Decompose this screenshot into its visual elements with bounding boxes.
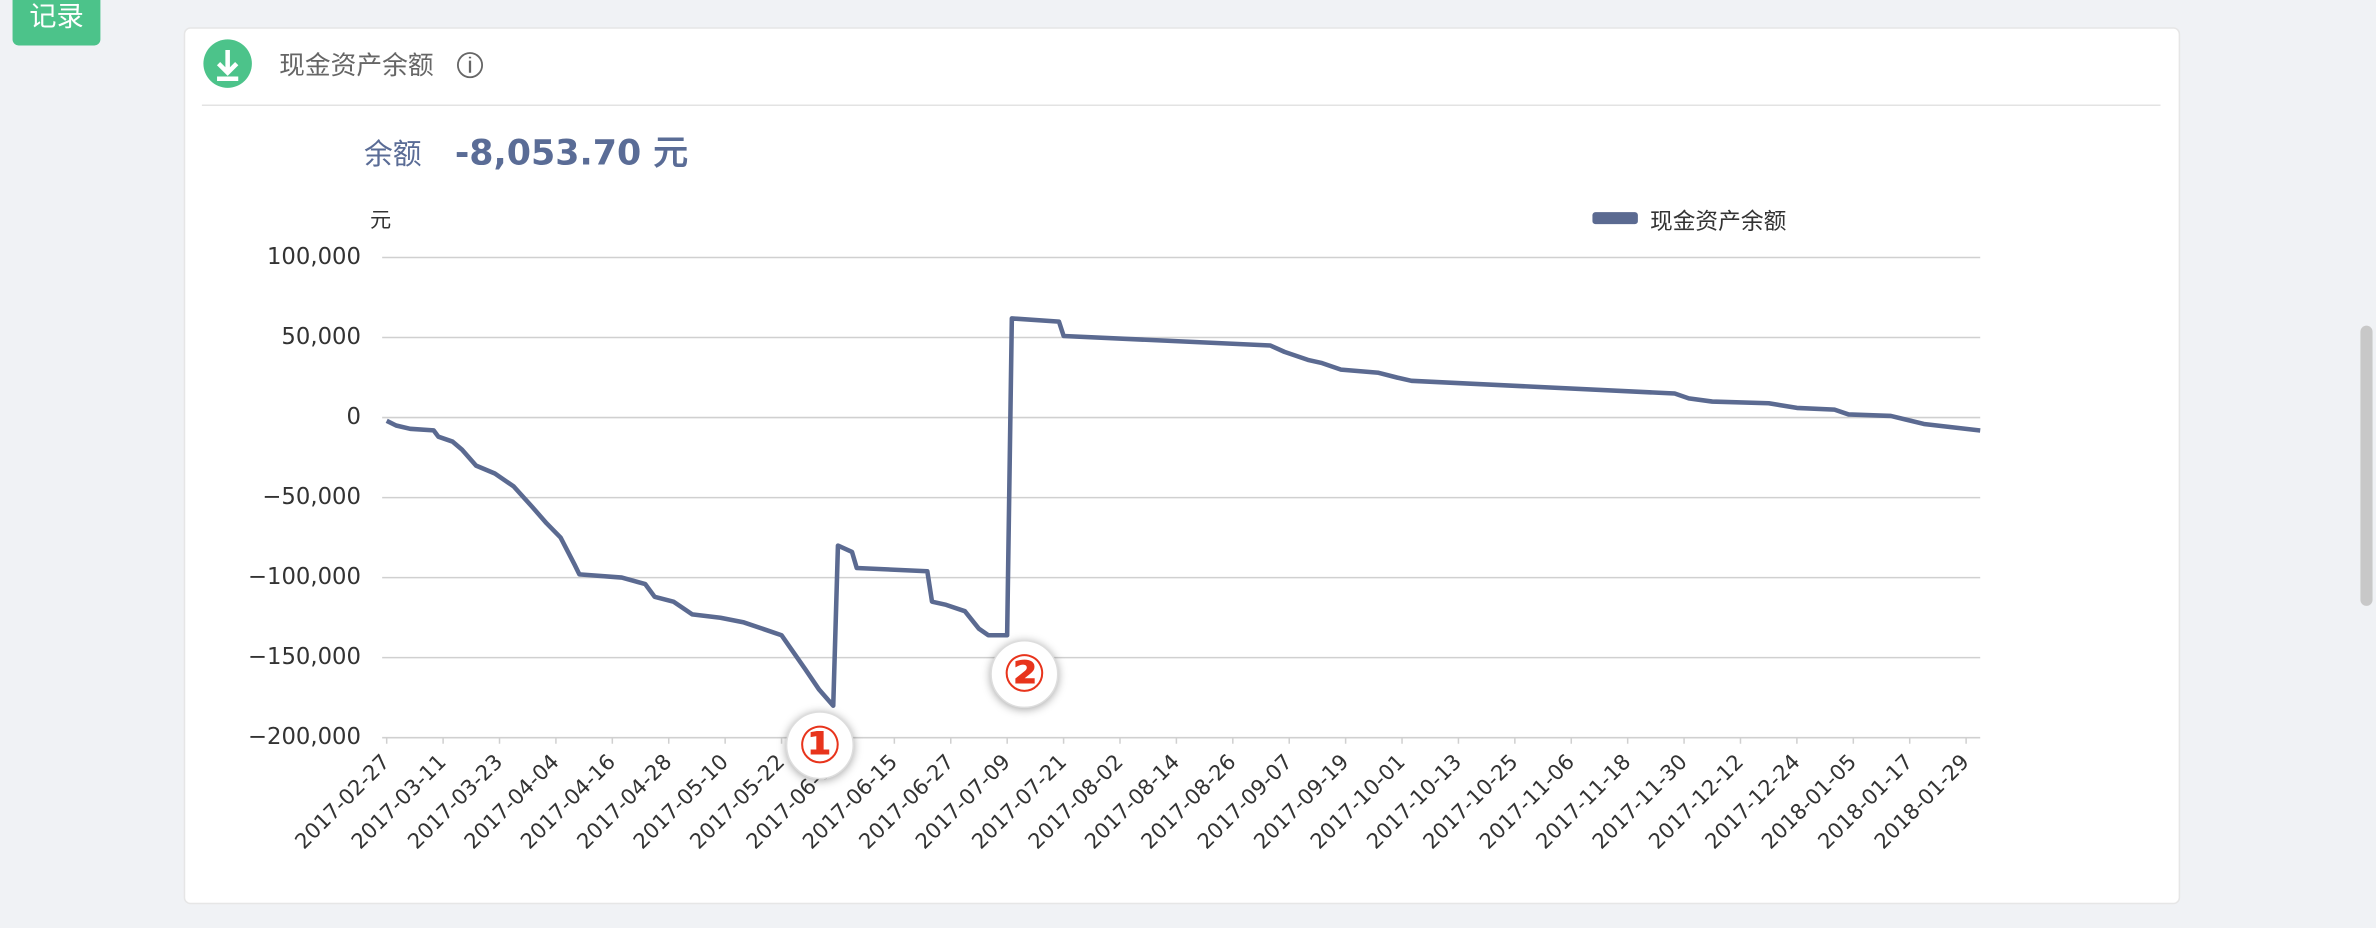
y-tick-label: −150,000	[248, 644, 361, 670]
y-tick-label: 50,000	[281, 324, 361, 350]
balance-label: 余额	[364, 137, 422, 171]
annotation-badge	[785, 711, 854, 780]
download-arrow	[216, 49, 239, 82]
legend-label: 现金资产余额	[1650, 209, 1787, 235]
record-button-label[interactable]: 记录	[29, 2, 84, 33]
y-tick-label: −200,000	[248, 724, 361, 750]
y-tick-label: −100,000	[248, 564, 361, 590]
series-line	[385, 316, 1981, 708]
legend-swatch	[1592, 212, 1638, 225]
y-tick-label: −50,000	[262, 484, 361, 510]
card	[183, 27, 2181, 905]
info-icon[interactable]	[456, 52, 484, 79]
scrollbar[interactable]	[2360, 325, 2373, 606]
annotation-text: ①	[798, 715, 842, 775]
y-tick-label: 0	[346, 404, 360, 430]
y-tick-label: 100,000	[267, 244, 361, 270]
card-title: 现金资产余额	[279, 51, 434, 81]
record-button[interactable]	[12, 0, 101, 46]
balance-value: -8,053.70 元	[455, 134, 688, 174]
annotation-text: ②	[1003, 644, 1047, 704]
y-axis-unit: 元	[370, 207, 391, 232]
annotation-badge	[990, 639, 1059, 709]
